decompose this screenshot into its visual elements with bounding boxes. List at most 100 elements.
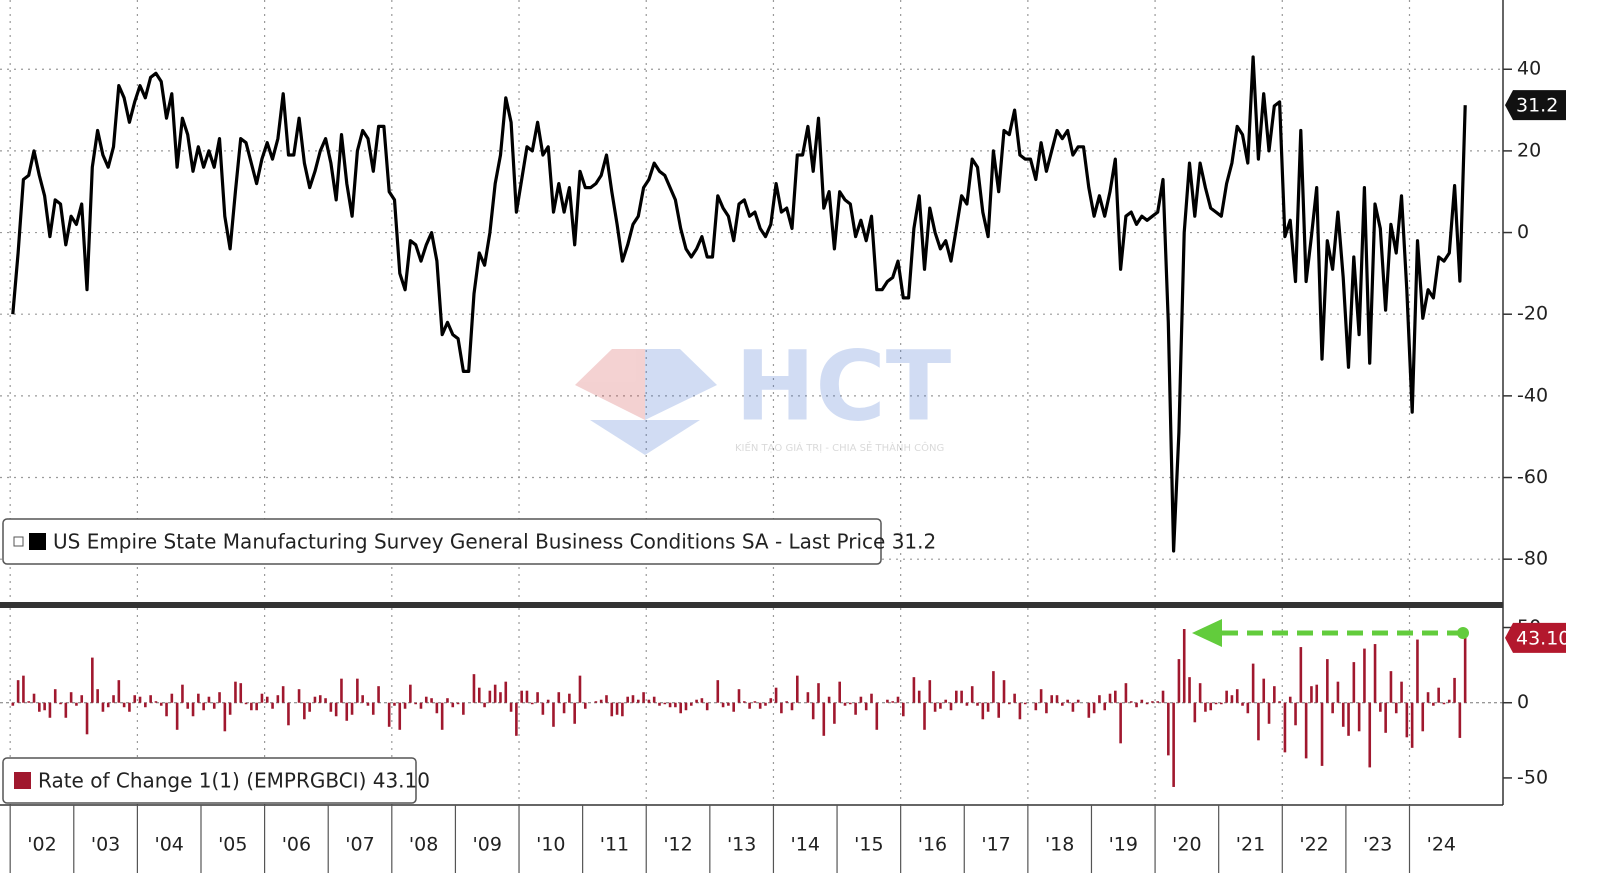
bar <box>387 702 391 727</box>
x-tick-label: '18 <box>1045 834 1074 856</box>
bar <box>1320 702 1324 766</box>
x-tick-label: '23 <box>1363 834 1392 856</box>
bar <box>281 686 285 703</box>
bar <box>1076 699 1080 703</box>
bar <box>642 692 645 703</box>
bar <box>1251 663 1255 703</box>
bar <box>1172 702 1175 787</box>
bar <box>451 702 455 708</box>
y-tick-label: -50 <box>1517 766 1548 788</box>
bar <box>663 702 667 705</box>
bar <box>970 686 974 703</box>
bar <box>1400 681 1403 703</box>
bar <box>1145 702 1149 705</box>
bar <box>128 702 131 712</box>
legend-swatch <box>14 772 31 789</box>
bar <box>1156 701 1160 703</box>
y-tick-label: -60 <box>1517 466 1548 488</box>
bar <box>1103 702 1107 711</box>
bar <box>1288 696 1292 703</box>
bar <box>1177 659 1181 703</box>
bar <box>409 684 412 703</box>
bar <box>430 698 433 703</box>
bar <box>424 696 428 703</box>
x-tick-label: '20 <box>1172 834 1201 856</box>
bar <box>1034 702 1038 711</box>
bar <box>1045 702 1048 714</box>
legend-label: Rate of Change 1(1) (EMPRGBCI) 43.10 <box>38 769 430 793</box>
bar <box>737 689 741 703</box>
bar <box>1410 702 1414 748</box>
bar <box>101 702 105 712</box>
x-tick-label: '10 <box>536 834 565 856</box>
bar <box>981 702 985 720</box>
bar <box>403 702 407 709</box>
bar <box>165 702 168 717</box>
bar <box>727 702 730 706</box>
bar <box>181 684 184 703</box>
bar <box>1066 699 1069 703</box>
bar <box>106 702 110 708</box>
bar <box>1394 702 1398 714</box>
bar <box>16 680 20 703</box>
bar <box>38 702 41 712</box>
bar <box>541 702 545 715</box>
bar <box>175 702 179 730</box>
bar <box>1108 693 1112 703</box>
y-tick-label: 0 <box>1517 221 1529 243</box>
bar <box>668 702 672 708</box>
bar <box>965 702 969 706</box>
x-tick-label: '07 <box>345 834 374 856</box>
bar <box>652 696 656 703</box>
bar <box>393 702 396 706</box>
bar <box>11 702 15 706</box>
bar <box>530 702 534 705</box>
bar <box>223 702 227 732</box>
bar <box>811 702 815 720</box>
bar <box>1442 702 1446 705</box>
bar <box>917 690 921 703</box>
bar <box>287 702 290 726</box>
tag-box <box>1505 622 1566 653</box>
bar <box>462 702 465 715</box>
watermark-logo: HCT <box>735 330 951 442</box>
legend-box <box>2 757 417 804</box>
bar <box>721 702 725 708</box>
bar <box>371 702 375 715</box>
bar <box>483 702 486 708</box>
bar <box>1246 702 1250 714</box>
bar <box>536 692 539 703</box>
bar <box>1124 683 1128 703</box>
bar <box>276 695 280 703</box>
last-value-tag: 43.10 <box>1505 622 1570 653</box>
bar <box>1167 702 1170 756</box>
x-tick-label: '11 <box>600 834 629 856</box>
bar <box>1299 647 1303 703</box>
bar <box>817 683 820 703</box>
bar <box>488 690 492 703</box>
x-tick-label: '16 <box>918 834 947 856</box>
bar <box>1230 695 1234 703</box>
bar <box>658 702 661 706</box>
bar <box>1114 690 1117 703</box>
bar <box>64 702 68 718</box>
bar <box>1458 702 1462 738</box>
bar <box>356 678 359 703</box>
bar <box>997 702 1001 718</box>
bar <box>1198 683 1202 703</box>
bar <box>1098 695 1101 703</box>
bar <box>334 702 338 717</box>
bar <box>1188 677 1191 703</box>
bar <box>75 702 78 706</box>
watermark: HCT KIẾN TẠO GIÁ TRỊ - CHIA SẺ THÀNH CÔN… <box>575 330 951 455</box>
x-tick-label: '17 <box>981 834 1010 856</box>
bar <box>902 702 905 717</box>
bar <box>234 681 237 703</box>
line <box>11 55 1467 553</box>
bar <box>1352 662 1356 703</box>
bar <box>1119 702 1122 744</box>
x-tick-label: '05 <box>218 834 247 856</box>
x-tick-label: '12 <box>663 834 692 856</box>
bar <box>509 702 513 712</box>
bar <box>197 693 200 703</box>
